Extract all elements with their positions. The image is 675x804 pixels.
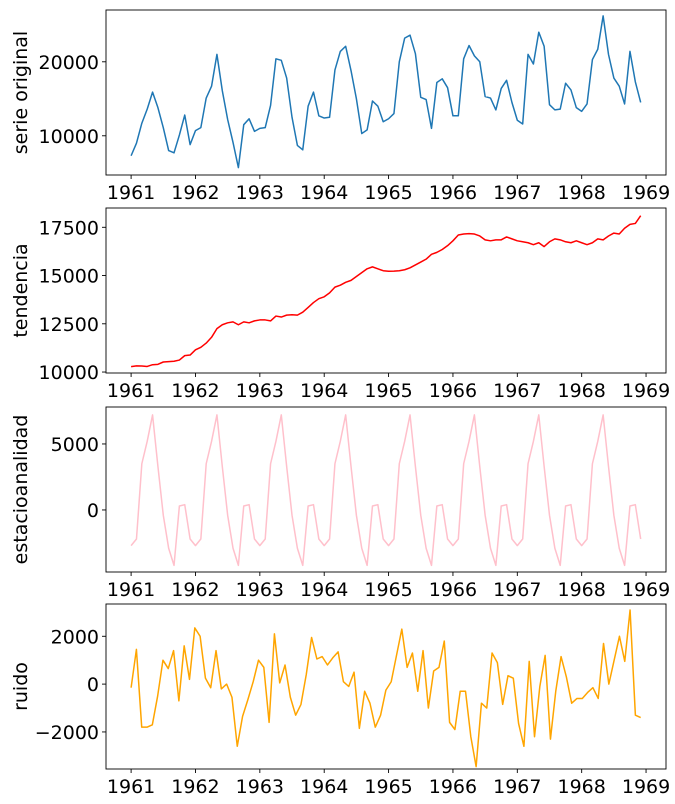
tendencia-axes-frame xyxy=(105,207,667,374)
estacionalidad-series-line xyxy=(130,414,642,567)
serie-original-ylabel: serie original xyxy=(10,31,32,154)
estacionalidad-ytick-label: 5000 xyxy=(51,434,99,456)
serie-original-axes-frame xyxy=(105,9,667,176)
panel-ruido: 1961 1962 1963 1964 1965 1966 1967 1968 1969 −200… xyxy=(10,603,670,798)
serie-original-xtick-label: 1962 xyxy=(171,182,219,204)
ruido-xtick-label: 1965 xyxy=(364,776,412,798)
estacionalidad-xtick-label: 1966 xyxy=(429,579,477,601)
serie-original-xtick-label: 1968 xyxy=(557,182,605,204)
tendencia-xtick-label: 1969 xyxy=(622,380,670,402)
estacionalidad-xtick-label: 1964 xyxy=(300,579,348,601)
tendencia-xtick-label: 1967 xyxy=(493,380,541,402)
tendencia-xtick-label: 1961 xyxy=(107,380,155,402)
serie-original-xtick-label: 1964 xyxy=(300,182,348,204)
tendencia-series-line xyxy=(130,215,642,368)
serie-original-xtick-label: 1965 xyxy=(364,182,412,204)
ruido-xtick-label: 1964 xyxy=(300,776,348,798)
tendencia-ytick-label: 17500 xyxy=(39,217,99,239)
ruido-xtick-label: 1967 xyxy=(493,776,541,798)
ruido-xtick-label: 1968 xyxy=(557,776,605,798)
ruido-ytick-label: 0 xyxy=(87,674,99,696)
panel-estacionalidad: 1961 1962 1963 1964 1965 1966 1967 1968 1969 0 500… xyxy=(10,406,670,601)
estacionalidad-xtick-label: 1965 xyxy=(364,579,412,601)
ruido-xtick-label: 1963 xyxy=(236,776,284,798)
tendencia-ylabel: tendencia xyxy=(10,243,32,337)
estacionalidad-xtick-label: 1968 xyxy=(557,579,605,601)
ruido-series-line xyxy=(130,609,641,768)
tendencia-xtick-label: 1965 xyxy=(364,380,412,402)
panel-tendencia: 1961 1962 1963 1964 1965 1966 1967 1968 1969 1000… xyxy=(10,207,670,402)
serie-original-xtick-label: 1967 xyxy=(493,182,541,204)
estacionalidad-xtick-label: 1969 xyxy=(622,579,670,601)
ruido-axes-frame xyxy=(105,603,667,770)
tendencia-ytick-label: 15000 xyxy=(39,266,99,288)
tendencia-xtick-label: 1968 xyxy=(557,380,605,402)
serie-original-xtick-label: 1963 xyxy=(236,182,284,204)
ruido-xtick-label: 1966 xyxy=(429,776,477,798)
estacionalidad-xtick-label: 1962 xyxy=(171,579,219,601)
tendencia-xtick-label: 1964 xyxy=(300,380,348,402)
estacionalidad-xtick-label: 1963 xyxy=(236,579,284,601)
estacionalidad-ylabel: estacioanalidad xyxy=(10,415,32,565)
panel-serie-original: 1961 1962 1963 1964 1965 1966 1967 1968 1969 1000… xyxy=(10,9,670,204)
tendencia-xtick-label: 1962 xyxy=(171,380,219,402)
ruido-ytick-label: 2000 xyxy=(51,626,99,648)
tendencia-xtick-label: 1963 xyxy=(236,380,284,402)
tendencia-xtick-label: 1966 xyxy=(429,380,477,402)
tendencia-ytick-label: 12500 xyxy=(39,314,99,336)
estacionalidad-axes-frame xyxy=(105,406,667,573)
ruido-ytick-label: −2000 xyxy=(35,722,99,744)
serie-original-xtick-label: 1969 xyxy=(622,182,670,204)
ruido-xtick-label: 1969 xyxy=(622,776,670,798)
estacionalidad-xtick-label: 1961 xyxy=(107,579,155,601)
serie-original-xtick-label: 1961 xyxy=(107,182,155,204)
serie-original-series-line xyxy=(130,15,642,169)
serie-original-xtick-label: 1966 xyxy=(429,182,477,204)
ruido-xtick-label: 1962 xyxy=(171,776,219,798)
ruido-ylabel: ruido xyxy=(10,662,32,711)
estacionalidad-ytick-label: 0 xyxy=(87,500,99,522)
serie-original-ytick-label: 20000 xyxy=(39,52,99,74)
estacionalidad-xtick-label: 1967 xyxy=(493,579,541,601)
ruido-xtick-label: 1961 xyxy=(107,776,155,798)
tendencia-ytick-label: 10000 xyxy=(39,362,99,384)
serie-original-ytick-label: 10000 xyxy=(39,126,99,148)
